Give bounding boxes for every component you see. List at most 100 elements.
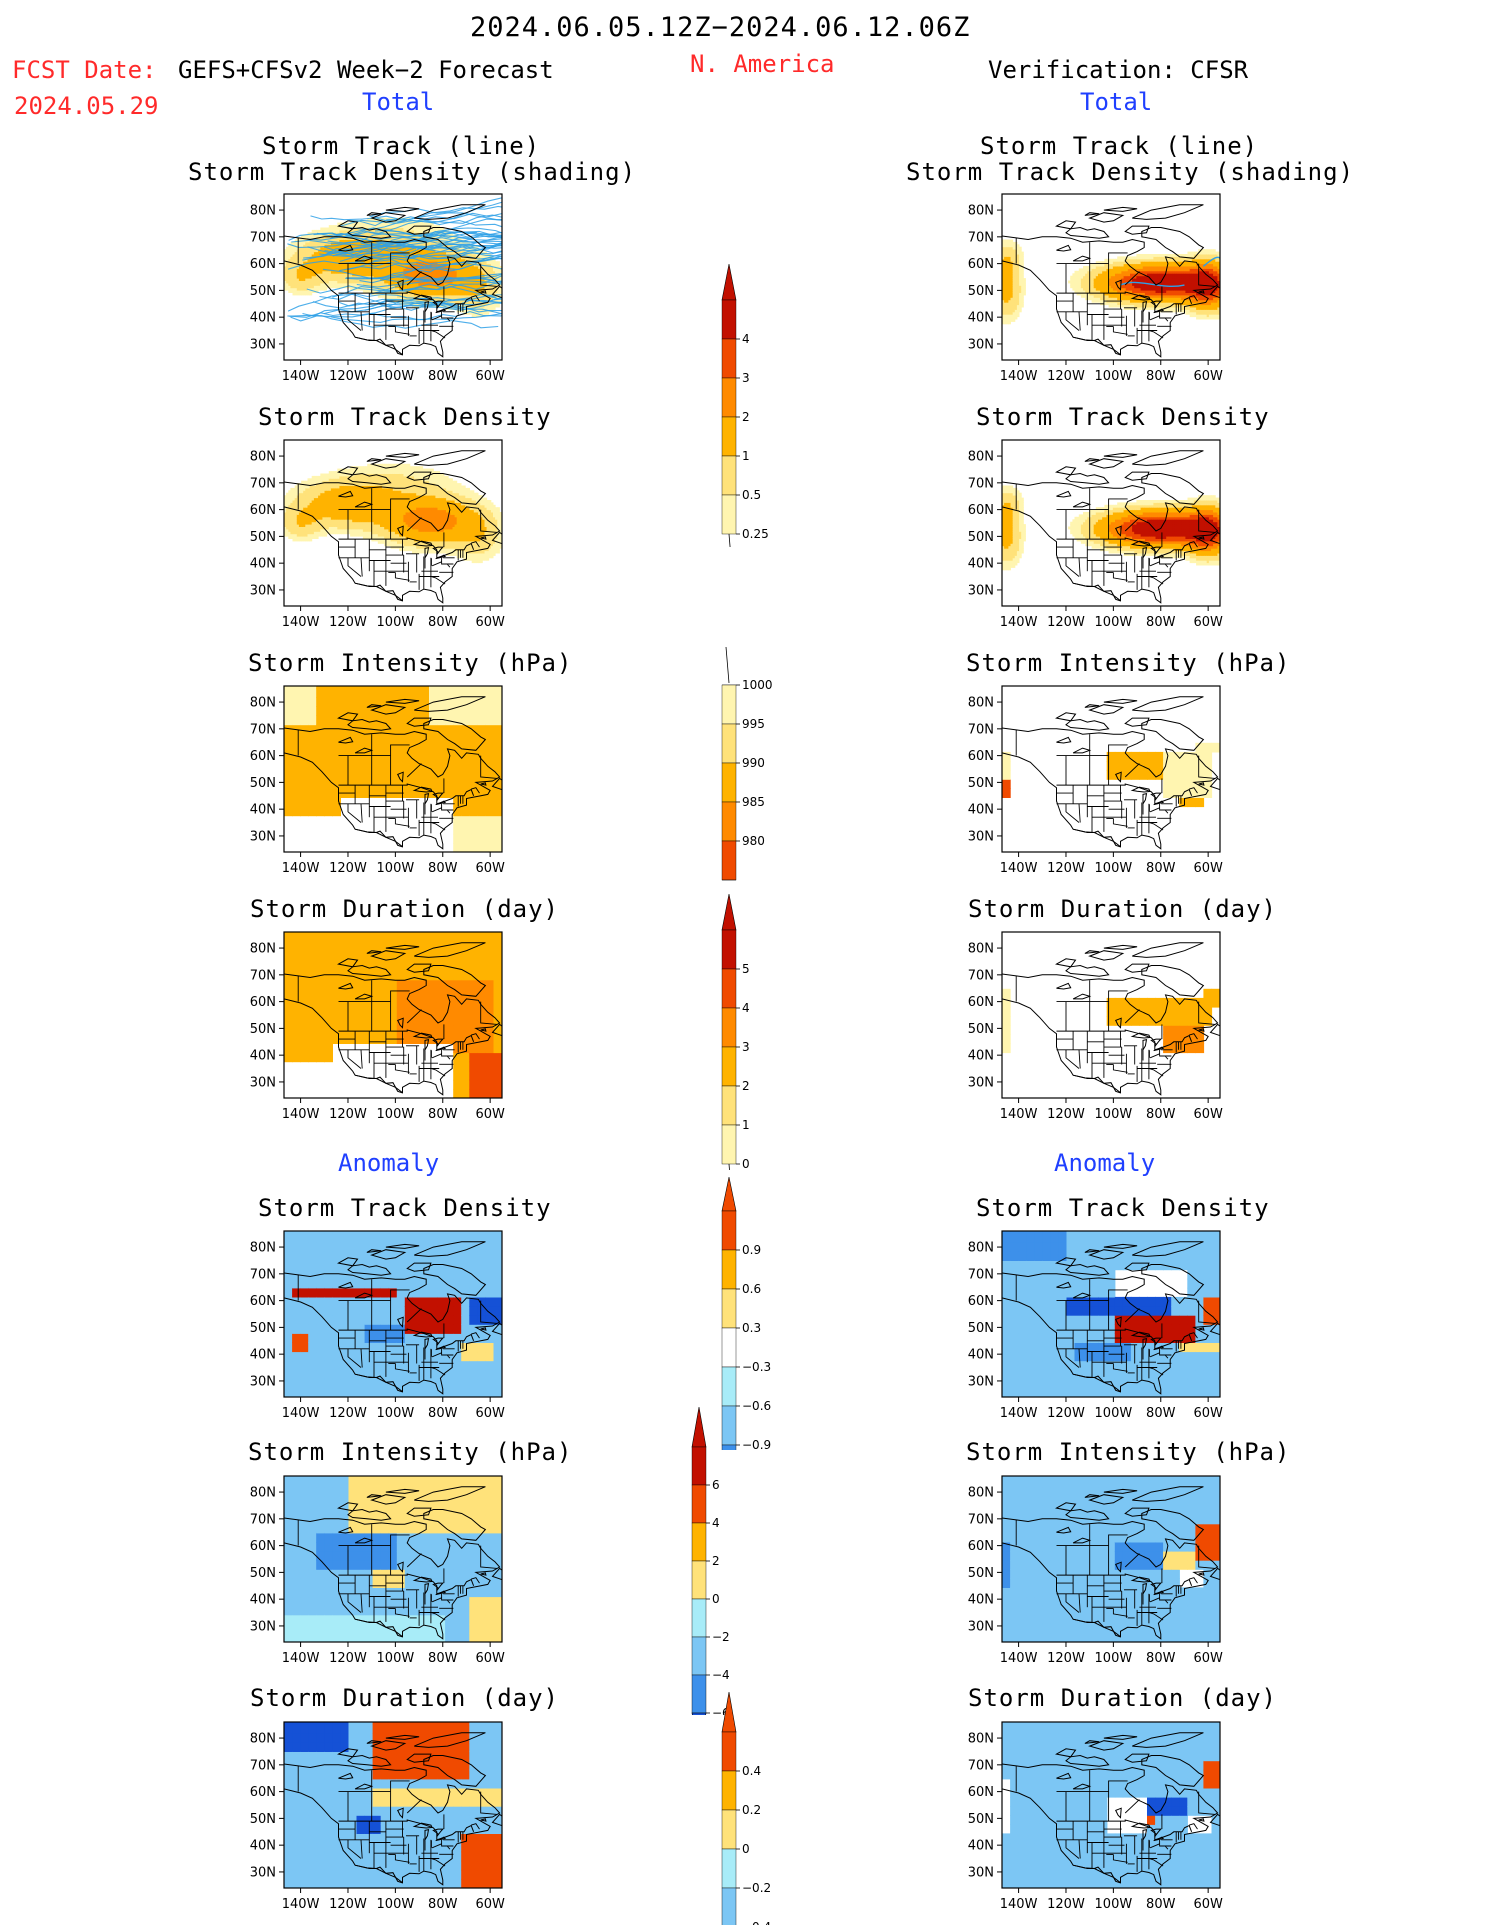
lat-tick-label: 30N <box>250 1619 276 1634</box>
lat-tick-label: 60N <box>968 257 994 272</box>
colorbar-tick-label: 2 <box>742 1079 750 1093</box>
lon-tick-label: 140W <box>1000 1107 1038 1122</box>
lat-tick-label: 40N <box>250 1049 276 1064</box>
lat-tick-label: 30N <box>968 829 994 844</box>
colorbar-tick-label: 0.6 <box>742 1282 761 1296</box>
lon-tick-label: 60W <box>1193 1406 1223 1421</box>
section-total-right: Total <box>1080 90 1152 114</box>
title-track-shading-right: Storm Track Density (shading) <box>906 160 1354 184</box>
section-anomaly-right: Anomaly <box>1054 1151 1155 1175</box>
lon-tick-label: 60W <box>1193 1107 1223 1122</box>
lat-tick-label: 70N <box>250 1267 276 1282</box>
lat-tick-label: 80N <box>250 1486 276 1501</box>
title-intensity-right: Storm Intensity (hPa) <box>966 651 1290 675</box>
colorbar-tick-label: 0 <box>742 1842 750 1856</box>
title-density-right: Storm Track Density <box>976 405 1270 429</box>
lon-tick-label: 100W <box>377 861 415 876</box>
colorbar-tick-label: 1 <box>742 449 750 463</box>
lat-tick-label: 70N <box>968 230 994 245</box>
lat-tick-label: 50N <box>250 530 276 545</box>
lat-tick-label: 80N <box>968 1486 994 1501</box>
lat-tick-label: 50N <box>968 284 994 299</box>
title-density-anom-left: Storm Track Density <box>258 1196 552 1220</box>
lon-tick-label: 60W <box>475 615 505 630</box>
lon-tick-label: 140W <box>282 1897 320 1912</box>
lon-tick-label: 100W <box>1095 615 1133 630</box>
lat-tick-label: 40N <box>968 1593 994 1608</box>
lat-tick-label: 30N <box>250 1865 276 1880</box>
lon-tick-label: 100W <box>377 369 415 384</box>
lon-tick-label: 80W <box>1146 1107 1176 1122</box>
lat-tick-label: 50N <box>968 1566 994 1581</box>
lon-tick-label: 100W <box>1095 1897 1133 1912</box>
lat-tick-label: 70N <box>250 968 276 983</box>
lon-tick-label: 60W <box>1193 1897 1223 1912</box>
lon-tick-label: 60W <box>475 1406 505 1421</box>
lat-tick-label: 50N <box>968 1812 994 1827</box>
title-intensity-anom-left: Storm Intensity (hPa) <box>248 1440 572 1464</box>
lat-tick-label: 40N <box>250 311 276 326</box>
lat-tick-label: 60N <box>250 257 276 272</box>
lon-tick-label: 80W <box>428 1107 458 1122</box>
colorbar-tick-label: 3 <box>742 371 750 385</box>
lat-tick-label: 80N <box>250 1732 276 1747</box>
lat-tick-label: 50N <box>968 776 994 791</box>
lat-tick-label: 60N <box>250 1539 276 1554</box>
lon-tick-label: 80W <box>1146 861 1176 876</box>
lon-tick-label: 140W <box>1000 1897 1038 1912</box>
lat-tick-label: 60N <box>250 749 276 764</box>
lon-tick-label: 60W <box>475 369 505 384</box>
colorbar-tick-label: 1000 <box>742 678 773 692</box>
colorbar-duration-anom: 0.40.20−0.2−0.4 <box>720 1690 810 1925</box>
colorbar-tick-label: 985 <box>742 795 765 809</box>
lat-tick-label: 70N <box>968 1758 994 1773</box>
colorbar-tick-label: 4 <box>712 1516 720 1530</box>
lat-tick-label: 80N <box>968 450 994 465</box>
lat-tick-label: 70N <box>250 230 276 245</box>
lon-tick-label: 140W <box>1000 1406 1038 1421</box>
lat-tick-label: 70N <box>968 476 994 491</box>
lat-tick-label: 50N <box>250 1812 276 1827</box>
lon-tick-label: 100W <box>377 615 415 630</box>
lat-tick-label: 40N <box>968 1839 994 1854</box>
colorbar-tick-label: 0 <box>712 1592 720 1606</box>
lon-tick-label: 80W <box>428 1651 458 1666</box>
title-track-shading-left: Storm Track Density (shading) <box>188 160 636 184</box>
lon-tick-label: 120W <box>329 1897 367 1912</box>
lon-tick-label: 140W <box>282 1406 320 1421</box>
lon-tick-label: 100W <box>1095 1651 1133 1666</box>
lat-tick-label: 50N <box>250 1566 276 1581</box>
lat-tick-label: 50N <box>250 1022 276 1037</box>
colorbar-tick-label: 2 <box>712 1554 720 1568</box>
verification-label: Verification: CFSR <box>988 58 1248 82</box>
colorbar-tick-label: −2 <box>712 1630 730 1644</box>
lon-tick-label: 120W <box>1047 861 1085 876</box>
lat-tick-label: 70N <box>968 722 994 737</box>
title-density-anom-right: Storm Track Density <box>976 1196 1270 1220</box>
lon-tick-label: 120W <box>329 369 367 384</box>
lat-tick-label: 30N <box>968 583 994 598</box>
lat-tick-label: 60N <box>968 995 994 1010</box>
lon-tick-label: 100W <box>1095 861 1133 876</box>
date-range-title: 2024.06.05.12Z−2024.06.12.06Z <box>470 14 970 41</box>
colorbar-tick-label: 2 <box>742 410 750 424</box>
lat-tick-label: 40N <box>250 1839 276 1854</box>
lat-tick-label: 40N <box>250 1593 276 1608</box>
lon-tick-label: 120W <box>1047 1897 1085 1912</box>
lon-tick-label: 140W <box>1000 1651 1038 1666</box>
lat-tick-label: 40N <box>968 803 994 818</box>
lon-tick-label: 140W <box>282 615 320 630</box>
lat-tick-label: 40N <box>250 1348 276 1363</box>
lon-tick-label: 120W <box>1047 1406 1085 1421</box>
colorbar-tick-label: 980 <box>742 834 765 848</box>
lon-tick-label: 80W <box>428 1406 458 1421</box>
section-total-left: Total <box>362 90 434 114</box>
lon-tick-label: 140W <box>1000 861 1038 876</box>
colorbar-tick-label: 6 <box>712 1478 720 1492</box>
lat-tick-label: 30N <box>968 337 994 352</box>
